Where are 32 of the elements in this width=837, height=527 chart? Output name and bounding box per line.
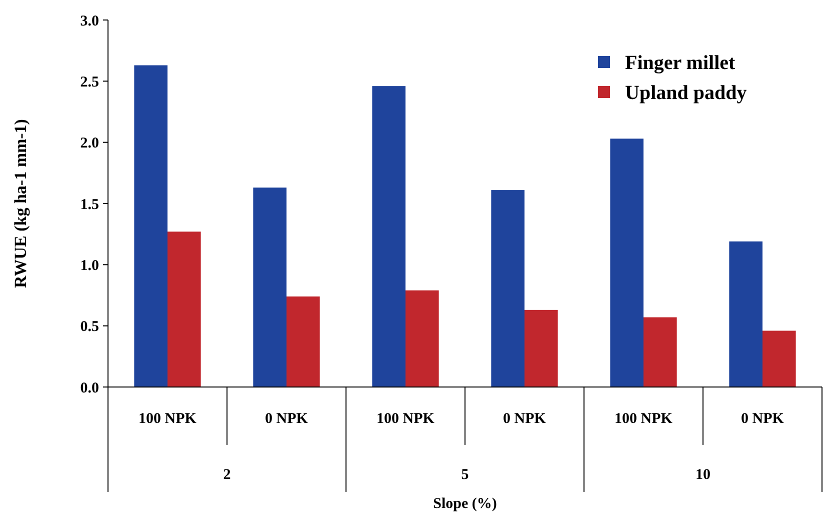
x-tick-label: 0 NPK (265, 411, 308, 427)
bar (491, 190, 524, 387)
legend-label: Finger millet (625, 52, 736, 74)
bar (253, 188, 286, 387)
y-tick-label: 2.0 (80, 136, 99, 152)
bar (406, 290, 439, 387)
text: 2 (223, 467, 231, 483)
bar (524, 310, 558, 387)
legend-label: Upland paddy (625, 82, 747, 104)
y-tick-label: 0.5 (80, 319, 99, 336)
x-tick-label: 100 NPK (614, 411, 673, 427)
x-tick-label: 100 NPK (138, 411, 197, 427)
y-tick-label: 2.5 (80, 74, 99, 90)
bar (286, 296, 320, 387)
y-tick-label: 3.0 (80, 13, 99, 30)
bar (644, 317, 677, 387)
y-tick-label: 1.5 (80, 196, 99, 213)
x-tick-label: 0 NPK (741, 411, 784, 427)
text: 10 (696, 467, 710, 483)
bar (729, 241, 762, 387)
y-axis-title: RWUE (kg ha-1 mm-1) (11, 119, 30, 288)
x-axis-title: Slope (%) (433, 496, 497, 512)
bar (372, 86, 406, 387)
bar (762, 330, 796, 387)
x-tick-label: 100 NPK (376, 411, 435, 427)
text: 5 (461, 467, 469, 483)
bar (610, 138, 644, 387)
bar (134, 65, 168, 387)
y-tick-label: 1.0 (80, 258, 99, 274)
bar (168, 232, 201, 387)
x-tick-label: 0 NPK (503, 411, 546, 427)
y-tick-label: 0.0 (80, 380, 99, 396)
